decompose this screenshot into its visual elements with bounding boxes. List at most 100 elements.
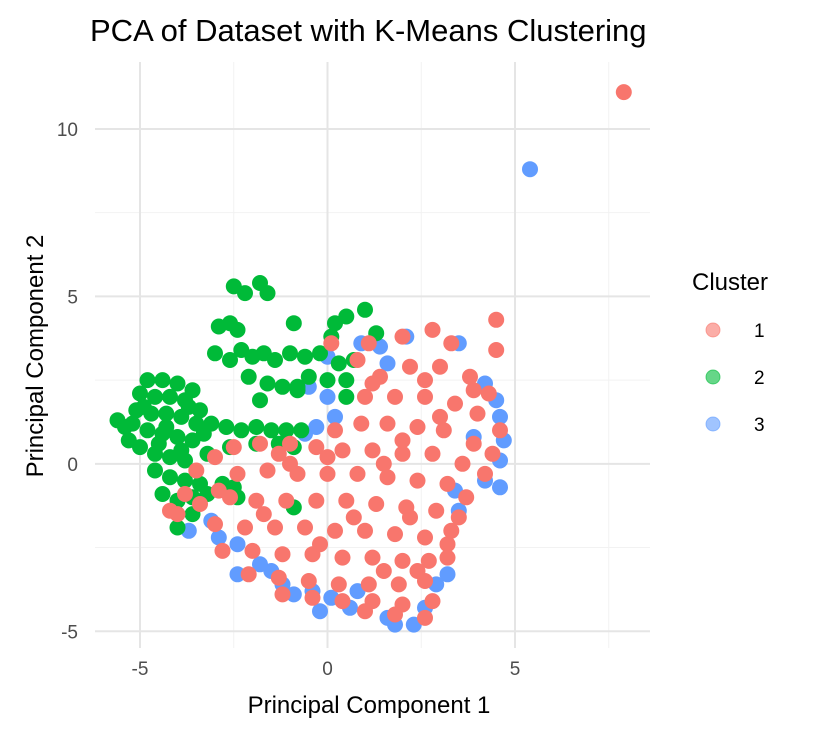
data-point: [237, 285, 253, 302]
data-point: [300, 368, 317, 385]
legend-key-1: [705, 322, 721, 338]
data-point: [147, 462, 163, 479]
x-tick-label: -5: [132, 659, 149, 680]
data-point: [522, 161, 538, 178]
y-tick-label: -5: [61, 622, 78, 643]
data-point: [450, 509, 467, 526]
data-point: [180, 398, 197, 415]
data-point: [330, 355, 347, 372]
data-point: [207, 345, 223, 362]
data-point: [270, 445, 287, 462]
data-point: [379, 415, 396, 432]
data-point: [364, 375, 381, 392]
data-point: [443, 335, 460, 352]
data-point: [439, 536, 456, 553]
data-point: [417, 609, 433, 626]
y-axis-title: Principal Component 2: [22, 235, 49, 478]
data-point: [195, 425, 212, 442]
data-point: [192, 496, 208, 512]
data-point: [492, 422, 508, 439]
data-point: [319, 465, 336, 482]
data-point: [402, 509, 418, 526]
data-point: [267, 352, 283, 368]
y-tick-label: 5: [67, 287, 78, 308]
data-point: [435, 422, 452, 439]
x-tick-label: 0: [322, 659, 333, 680]
data-point: [304, 589, 321, 606]
data-point: [229, 321, 246, 338]
data-point: [158, 405, 175, 422]
data-point: [248, 419, 265, 435]
data-point: [278, 492, 295, 509]
data-point: [158, 419, 175, 435]
data-point: [454, 455, 471, 472]
data-point: [282, 435, 298, 452]
data-point: [387, 606, 403, 623]
data-point: [492, 479, 508, 496]
data-point: [364, 442, 381, 459]
data-point: [233, 422, 250, 439]
data-point: [327, 522, 343, 539]
data-point: [177, 486, 193, 502]
data-point: [229, 465, 246, 482]
data-point: [274, 378, 291, 395]
data-point: [319, 372, 336, 389]
data-point: [428, 502, 445, 519]
data-point: [394, 445, 411, 462]
data-point: [282, 455, 298, 472]
data-point: [188, 462, 205, 479]
data-point: [334, 593, 351, 610]
data-point: [439, 566, 456, 583]
data-point: [338, 372, 355, 389]
data-point: [162, 469, 178, 486]
data-point: [267, 519, 283, 536]
data-point: [349, 465, 366, 482]
data-point: [458, 489, 475, 506]
y-tick-label: 0: [67, 455, 78, 476]
data-point: [409, 419, 426, 435]
data-point: [345, 509, 362, 526]
data-point: [319, 388, 336, 405]
data-point: [169, 375, 186, 392]
data-point: [387, 526, 403, 543]
data-point: [469, 405, 486, 422]
data-point: [424, 321, 441, 338]
tick-labels: -5 0 5 -5 0 5 10: [57, 120, 520, 680]
data-point: [210, 529, 227, 546]
data-point: [492, 408, 508, 425]
data-point: [147, 388, 163, 405]
series-cluster-1: [162, 84, 632, 626]
data-point: [297, 348, 313, 365]
data-point: [308, 492, 325, 509]
data-point: [368, 496, 385, 512]
data-point: [432, 358, 448, 375]
data-point: [394, 432, 411, 449]
data-point: [379, 469, 396, 486]
data-point: [409, 472, 426, 489]
data-point: [210, 482, 227, 499]
data-point: [240, 368, 257, 385]
data-point: [323, 335, 340, 352]
data-point: [154, 486, 171, 502]
data-point: [312, 536, 328, 553]
data-point: [259, 462, 276, 479]
data-point: [139, 372, 156, 389]
legend: Cluster 1 2 3: [692, 269, 768, 436]
data-point: [439, 549, 456, 566]
data-point: [169, 519, 186, 536]
data-point: [375, 563, 392, 579]
data-point: [327, 408, 343, 425]
legend-key-2: [705, 369, 721, 385]
data-point: [357, 301, 373, 318]
data-point: [484, 445, 501, 462]
data-point: [312, 345, 328, 362]
chart-title: PCA of Dataset with K-Means Clustering: [90, 13, 647, 48]
data-point: [439, 475, 456, 492]
data-point: [169, 429, 186, 445]
data-points: [109, 84, 632, 633]
data-point: [150, 435, 167, 452]
data-point: [379, 355, 396, 372]
x-axis-title: Principal Component 1: [248, 692, 491, 719]
data-point: [364, 549, 381, 566]
